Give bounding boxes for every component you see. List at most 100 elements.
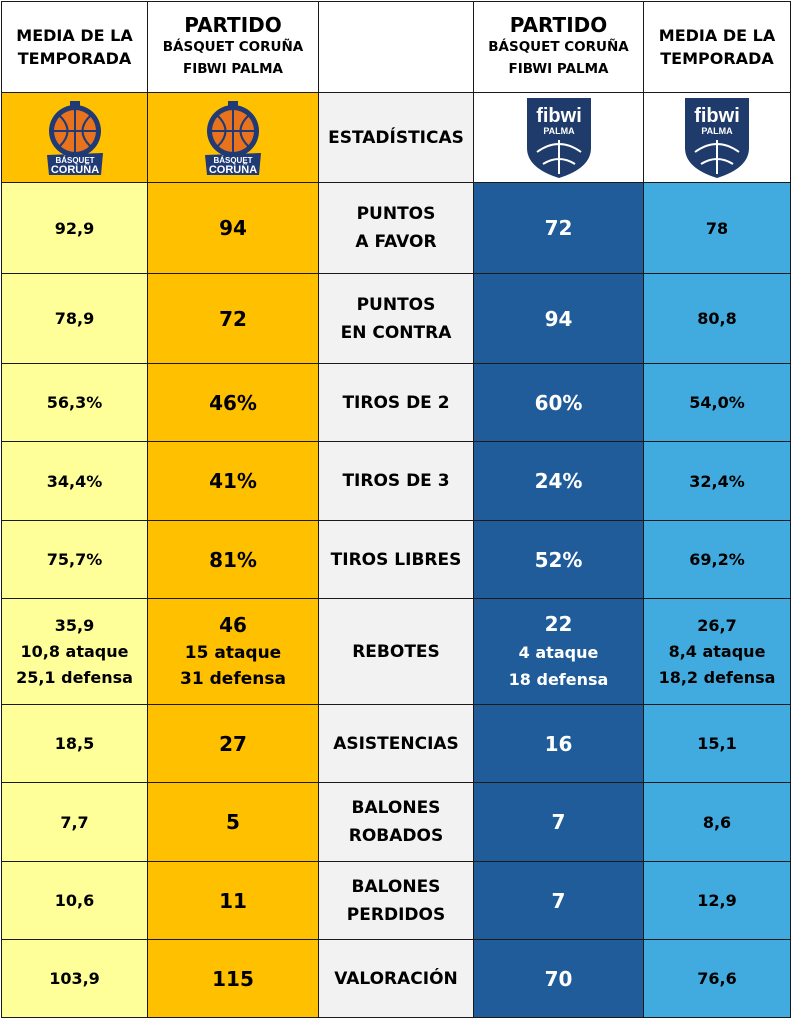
palma-season-value: 78 xyxy=(643,182,791,274)
stat-label-line: REBOTES xyxy=(352,641,440,662)
svg-text:PALMA: PALMA xyxy=(701,126,733,136)
palma-season-value: 32,4% xyxy=(643,441,791,521)
rebotes-ataque: 4 ataque xyxy=(518,642,599,662)
stat-label-line: ASISTENCIAS xyxy=(333,733,459,754)
palma-logo-cell: fibwi PALMA xyxy=(643,92,791,183)
rebotes-total: 46 xyxy=(219,612,247,637)
coruna-match-value: 94 xyxy=(147,182,319,274)
rebotes-defensa: 25,1 defensa xyxy=(16,667,133,687)
stat-row-tiros-de-3: 34,4% 41% TIROS DE 3 24% 32,4% xyxy=(1,441,791,521)
stat-row-tiros-de-2: 56,3% 46% TIROS DE 2 60% 54,0% xyxy=(1,363,791,442)
coruna-match-value: 41% xyxy=(147,441,319,521)
coruna-logo-cell: BÁSQUET CORUÑA xyxy=(147,92,319,183)
palma-season-value: 26,7 8,4 ataque 18,2 defensa xyxy=(643,598,791,705)
palma-match-value: 7 xyxy=(473,782,644,862)
stat-row-tiros-libres: 75,7% 81% TIROS LIBRES 52% 69,2% xyxy=(1,520,791,599)
rebotes-defensa: 18 defensa xyxy=(508,669,609,689)
match-header-title: PARTIDO xyxy=(509,13,608,37)
season-header-line: TEMPORADA xyxy=(660,49,774,68)
palma-match-value: 70 xyxy=(473,939,644,1018)
coruna-season-value: 10,6 xyxy=(1,861,148,940)
stat-label-line: ROBADOS xyxy=(348,826,444,846)
stat-label: TIROS LIBRES xyxy=(318,520,474,599)
stat-label: TIROS DE 2 xyxy=(318,363,474,442)
header-empty-cell xyxy=(318,1,474,93)
stat-label: ASISTENCIAS xyxy=(318,704,474,783)
match-header-title: PARTIDO xyxy=(184,13,282,37)
coruna-season-value: 75,7% xyxy=(1,520,148,599)
coruna-season-value: 78,9 xyxy=(1,273,148,364)
svg-text:PALMA: PALMA xyxy=(543,126,575,136)
svg-text:fibwi: fibwi xyxy=(694,105,740,127)
rebotes-defensa: 31 defensa xyxy=(180,668,286,689)
svg-text:CORUÑA: CORUÑA xyxy=(50,163,98,176)
fibwi-palma-logo-icon: fibwi PALMA xyxy=(526,97,591,178)
stat-label-line: A FAVOR xyxy=(355,232,437,252)
coruna-match-value: 81% xyxy=(147,520,319,599)
coruna-match-value: 27 xyxy=(147,704,319,783)
stat-label-line: TIROS DE 3 xyxy=(342,471,450,491)
rebotes-ataque: 15 ataque xyxy=(184,642,282,663)
svg-text:BÁSQUET: BÁSQUET xyxy=(55,156,94,165)
coruna-match-value: 11 xyxy=(147,861,319,940)
coruna-match-value: 46 15 ataque 31 defensa xyxy=(147,598,319,705)
coruna-season-value: 56,3% xyxy=(1,363,148,442)
coruna-season-value: 92,9 xyxy=(1,182,148,274)
rebotes-ataque: 10,8 ataque xyxy=(20,641,129,661)
coruna-match-value: 115 xyxy=(147,939,319,1018)
stat-row-asistencias: 18,5 27 ASISTENCIAS 16 15,1 xyxy=(1,704,791,783)
coruna-season-value: 34,4% xyxy=(1,441,148,521)
palma-match-value: 94 xyxy=(473,273,644,364)
stat-label: BALONES ROBADOS xyxy=(318,782,474,862)
stat-label-line: BALONES xyxy=(351,798,441,818)
palma-match-value: 24% xyxy=(473,441,644,521)
match-header-team1: BÁSQUET CORUÑA xyxy=(162,39,304,55)
rebotes-ataque: 8,4 ataque xyxy=(668,641,766,661)
stat-label-line: PERDIDOS xyxy=(346,904,446,925)
coruna-season-value: 7,7 xyxy=(1,782,148,862)
svg-text:CORUÑA: CORUÑA xyxy=(209,163,257,176)
stat-label: PUNTOS EN CONTRA xyxy=(318,273,474,364)
stat-row-puntos-en-contra: 78,9 72 PUNTOS EN CONTRA 94 80,8 xyxy=(1,273,791,364)
palma-season-value: 15,1 xyxy=(643,704,791,783)
stat-row-rebotes: 35,9 10,8 ataque 25,1 defensa 46 15 ataq… xyxy=(1,598,791,705)
match-header-left: PARTIDO BÁSQUET CORUÑA FIBWI PALMA xyxy=(147,1,319,93)
basquet-coruna-logo-icon: BÁSQUET CORUÑA xyxy=(46,100,103,176)
season-header-line: MEDIA DE LA xyxy=(658,26,776,45)
rebotes-total: 26,7 xyxy=(697,615,737,635)
palma-season-value: 54,0% xyxy=(643,363,791,442)
stat-label: BALONES PERDIDOS xyxy=(318,861,474,940)
stat-label: VALORACIÓN xyxy=(318,939,474,1018)
palma-season-value: 8,6 xyxy=(643,782,791,862)
stat-label-line: VALORACIÓN xyxy=(334,968,458,989)
season-header-line: TEMPORADA xyxy=(17,49,132,68)
palma-match-value: 7 xyxy=(473,861,644,940)
basquet-coruna-logo-icon: BÁSQUET CORUÑA xyxy=(205,100,261,176)
coruna-match-value: 46% xyxy=(147,363,319,442)
palma-match-value: 52% xyxy=(473,520,644,599)
coruna-season-value: 35,9 10,8 ataque 25,1 defensa xyxy=(1,598,148,705)
stat-label-line: BALONES xyxy=(351,876,441,897)
stat-row-balones-robados: 7,7 5 BALONES ROBADOS 7 8,6 xyxy=(1,782,791,862)
palma-season-value: 80,8 xyxy=(643,273,791,364)
rebotes-total: 22 xyxy=(544,611,573,636)
header-row: MEDIA DE LA TEMPORADA PARTIDO BÁSQUET CO… xyxy=(1,1,791,93)
match-header-team2: FIBWI PALMA xyxy=(508,61,609,77)
stat-label-line: PUNTOS xyxy=(356,204,436,224)
palma-match-value: 16 xyxy=(473,704,644,783)
season-header-line: MEDIA DE LA xyxy=(16,26,133,45)
season-average-header-left: MEDIA DE LA TEMPORADA xyxy=(1,1,148,93)
rebotes-defensa: 18,2 defensa xyxy=(658,667,776,687)
coruna-logo-cell: BÁSQUET CORUÑA xyxy=(1,92,148,183)
coruna-match-value: 5 xyxy=(147,782,319,862)
coruna-match-value: 72 xyxy=(147,273,319,364)
palma-match-value: 72 xyxy=(473,182,644,274)
stat-label-line: TIROS LIBRES xyxy=(330,549,462,570)
stat-row-balones-perdidos: 10,6 11 BALONES PERDIDOS 7 12,9 xyxy=(1,861,791,940)
palma-match-value: 60% xyxy=(473,363,644,442)
stat-label: TIROS DE 3 xyxy=(318,441,474,521)
svg-text:fibwi: fibwi xyxy=(536,105,582,127)
palma-match-value: 22 4 ataque 18 defensa xyxy=(473,598,644,705)
palma-season-value: 76,6 xyxy=(643,939,791,1018)
